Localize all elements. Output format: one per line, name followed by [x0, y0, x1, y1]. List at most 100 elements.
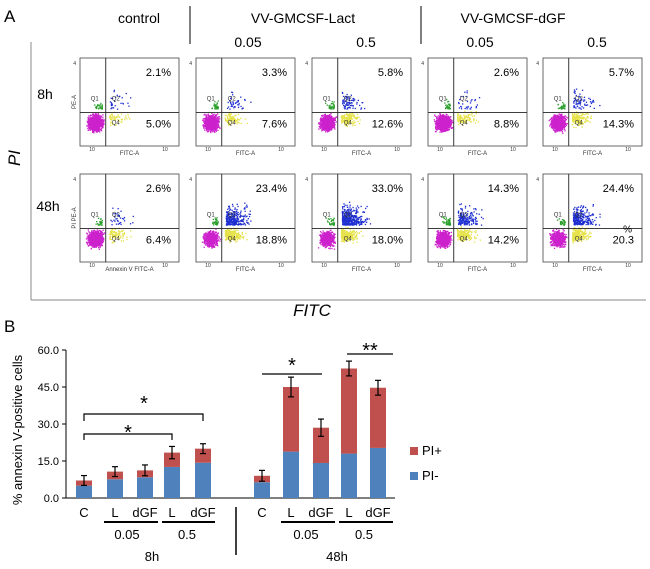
- event-dot: [94, 104, 95, 105]
- gate-label-q2: Q2: [344, 97, 353, 103]
- event-dot: [203, 126, 204, 127]
- event-dot: [347, 105, 348, 106]
- event-dot: [444, 102, 445, 103]
- event-dot: [461, 116, 462, 117]
- event-dot: [353, 122, 354, 123]
- event-dot: [352, 113, 353, 114]
- event-dot: [241, 123, 242, 124]
- event-dot: [437, 124, 438, 125]
- event-dot: [320, 121, 321, 122]
- event-dot: [216, 115, 217, 116]
- event-dot: [97, 117, 98, 118]
- flow-y-tick: 4: [421, 61, 424, 67]
- event-dot: [329, 107, 330, 108]
- dose-dgf-high: 0.5: [587, 34, 607, 50]
- event-dot: [450, 127, 451, 128]
- event-dot: [214, 105, 215, 106]
- percent-lower-right: 12.6%: [372, 119, 403, 131]
- event-dot: [111, 105, 112, 106]
- event-dot: [239, 103, 240, 104]
- event-dot: [101, 130, 102, 131]
- event-dot: [217, 113, 218, 114]
- event-dot: [476, 120, 477, 121]
- event-dot: [208, 121, 209, 122]
- event-dot: [459, 107, 460, 108]
- row-label-48h: 48h: [36, 198, 59, 214]
- event-dot: [479, 97, 480, 98]
- event-dot: [87, 117, 88, 118]
- flow-y-tick: 4: [73, 61, 76, 67]
- gate-label-q4: Q4: [228, 121, 237, 127]
- event-dot: [344, 117, 345, 118]
- event-dot: [445, 107, 446, 108]
- event-dot: [476, 111, 477, 112]
- event-dot: [237, 122, 238, 123]
- event-dot: [463, 115, 464, 116]
- event-dot: [329, 129, 330, 130]
- event-dot: [333, 107, 334, 108]
- event-dot: [124, 119, 125, 120]
- event-dot: [341, 120, 342, 121]
- event-dot: [329, 108, 330, 109]
- event-dot: [92, 127, 93, 128]
- event-dot: [204, 129, 205, 130]
- event-dot: [206, 116, 207, 117]
- event-dot: [213, 114, 214, 115]
- event-dot: [127, 114, 128, 115]
- event-dot: [321, 123, 322, 124]
- event-dot: [218, 122, 219, 123]
- event-dot: [97, 125, 98, 126]
- event-dot: [234, 106, 235, 107]
- event-dot: [473, 120, 474, 121]
- event-dot: [324, 127, 325, 128]
- event-dot: [113, 107, 114, 108]
- event-dot: [464, 111, 465, 112]
- event-dot: [321, 129, 322, 130]
- percent-upper-right: 3.3%: [262, 67, 287, 79]
- event-dot: [362, 102, 363, 103]
- event-dot: [319, 123, 320, 124]
- event-dot: [240, 106, 241, 107]
- event-dot: [461, 106, 462, 107]
- event-dot: [128, 106, 129, 107]
- flow-x-tick: 10: [510, 147, 516, 153]
- event-dot: [467, 92, 468, 93]
- event-dot: [240, 97, 241, 98]
- event-dot: [347, 107, 348, 108]
- event-dot: [466, 117, 467, 118]
- event-dot: [92, 126, 93, 127]
- event-dot: [92, 120, 93, 121]
- event-dot: [334, 101, 335, 102]
- percent-upper-right: 2.6%: [494, 67, 519, 79]
- event-dot: [445, 129, 446, 130]
- event-dot: [202, 125, 203, 126]
- event-dot: [331, 122, 332, 123]
- event-dot: [229, 116, 230, 117]
- event-dot: [90, 115, 91, 116]
- event-dot: [86, 125, 87, 126]
- event-dot: [215, 126, 216, 127]
- event-dot: [354, 117, 355, 118]
- event-dot: [448, 120, 449, 121]
- event-dot: [208, 119, 209, 120]
- event-dot: [437, 128, 438, 129]
- event-dot: [99, 121, 100, 122]
- event-dot: [231, 92, 232, 93]
- event-dot: [88, 115, 89, 116]
- event-dot: [457, 117, 458, 118]
- event-dot: [352, 121, 353, 122]
- event-dot: [89, 120, 90, 121]
- event-dot: [216, 131, 217, 132]
- event-dot: [233, 102, 234, 103]
- event-dot: [207, 131, 208, 132]
- event-dot: [231, 118, 232, 119]
- event-dot: [360, 119, 361, 120]
- event-dot: [208, 125, 209, 126]
- event-dot: [96, 125, 97, 126]
- event-dot: [443, 125, 444, 126]
- event-dot: [101, 121, 102, 122]
- event-dot: [217, 130, 218, 131]
- event-dot: [219, 128, 220, 129]
